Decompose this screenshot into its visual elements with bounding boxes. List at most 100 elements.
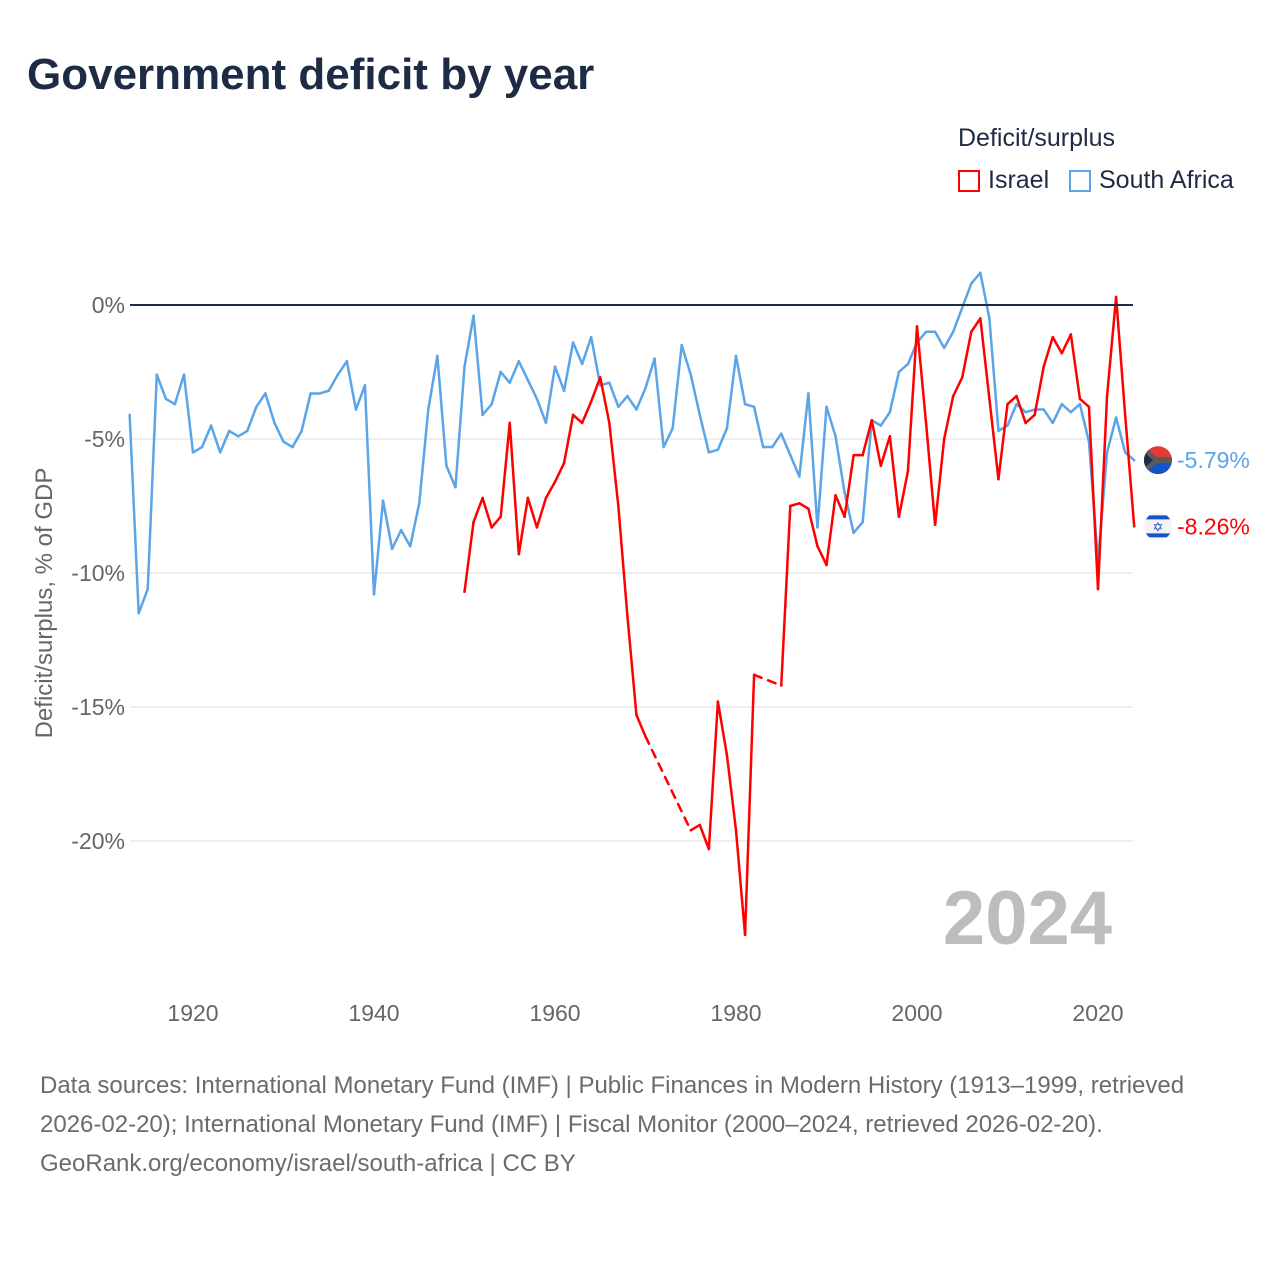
data-point-israel[interactable]	[915, 325, 919, 328]
data-point-south-africa[interactable]	[508, 381, 511, 384]
data-point-south-africa[interactable]	[1114, 416, 1118, 419]
data-point-israel[interactable]	[1105, 394, 1109, 398]
data-point-south-africa[interactable]	[680, 344, 683, 347]
data-point-israel[interactable]	[626, 614, 629, 618]
data-point-south-africa[interactable]	[689, 373, 692, 376]
data-point-south-africa[interactable]	[454, 486, 457, 489]
data-point-south-africa[interactable]	[725, 427, 729, 430]
data-point-south-africa[interactable]	[1069, 411, 1073, 414]
data-point-israel[interactable]	[743, 933, 747, 936]
data-point-south-africa[interactable]	[155, 373, 158, 376]
data-point-south-africa[interactable]	[427, 408, 430, 411]
data-point-israel[interactable]	[698, 823, 701, 827]
data-point-israel[interactable]	[1123, 413, 1127, 417]
data-point-israel[interactable]	[725, 754, 729, 757]
data-point-south-africa[interactable]	[237, 435, 240, 438]
data-point-israel[interactable]	[553, 480, 557, 484]
data-point-israel[interactable]	[834, 494, 837, 497]
data-point-israel[interactable]	[1006, 402, 1009, 406]
data-point-israel[interactable]	[689, 829, 692, 832]
data-point-israel[interactable]	[508, 421, 511, 425]
data-point-south-africa[interactable]	[255, 405, 258, 409]
data-point-south-africa[interactable]	[626, 394, 629, 398]
data-point-south-africa[interactable]	[798, 475, 801, 478]
data-point-israel[interactable]	[1033, 413, 1036, 417]
data-point-south-africa[interactable]	[164, 397, 168, 400]
data-point-israel[interactable]	[526, 496, 530, 500]
data-point-south-africa[interactable]	[761, 445, 765, 449]
data-point-south-africa[interactable]	[698, 413, 701, 417]
data-point-israel[interactable]	[988, 397, 991, 400]
data-point-israel[interactable]	[870, 419, 873, 422]
data-point-south-africa[interactable]	[1105, 451, 1109, 454]
data-point-south-africa[interactable]	[952, 330, 955, 333]
data-point-south-africa[interactable]	[273, 421, 276, 425]
data-point-israel[interactable]	[970, 330, 973, 333]
data-point-south-africa[interactable]	[481, 413, 484, 417]
data-point-south-africa[interactable]	[771, 445, 774, 449]
data-point-south-africa[interactable]	[653, 357, 656, 360]
data-point-south-africa[interactable]	[571, 341, 575, 344]
data-point-south-africa[interactable]	[445, 464, 448, 467]
data-point-south-africa[interactable]	[345, 360, 349, 363]
data-point-south-africa[interactable]	[291, 445, 294, 449]
data-point-south-africa[interactable]	[390, 547, 394, 551]
data-point-israel[interactable]	[608, 421, 611, 425]
data-point-israel[interactable]	[1069, 333, 1073, 336]
credit-link[interactable]: GeoRank.org/economy/israel/south-africa …	[40, 1150, 576, 1177]
data-point-israel[interactable]	[861, 453, 864, 457]
data-point-south-africa[interactable]	[128, 413, 131, 417]
data-point-south-africa[interactable]	[264, 392, 267, 395]
data-point-israel[interactable]	[906, 469, 910, 473]
data-point-israel[interactable]	[644, 735, 647, 738]
data-point-south-africa[interactable]	[182, 373, 186, 376]
data-point-israel[interactable]	[499, 515, 502, 518]
data-point-israel[interactable]	[571, 413, 575, 417]
data-point-south-africa[interactable]	[671, 427, 674, 430]
data-point-south-africa[interactable]	[553, 365, 557, 368]
data-point-south-africa[interactable]	[472, 314, 475, 317]
data-point-south-africa[interactable]	[517, 360, 520, 363]
data-point-south-africa[interactable]	[942, 346, 946, 350]
data-point-south-africa[interactable]	[716, 448, 720, 451]
data-point-israel[interactable]	[1060, 352, 1064, 355]
data-point-israel[interactable]	[716, 700, 720, 703]
data-point-israel[interactable]	[1024, 421, 1027, 425]
data-point-south-africa[interactable]	[1133, 458, 1136, 462]
data-point-south-africa[interactable]	[218, 451, 222, 454]
data-point-south-africa[interactable]	[816, 526, 819, 529]
data-point-israel[interactable]	[1042, 365, 1045, 368]
data-point-south-africa[interactable]	[200, 445, 204, 449]
data-point-south-africa[interactable]	[300, 429, 303, 433]
data-point-israel[interactable]	[843, 515, 846, 518]
data-point-israel[interactable]	[517, 553, 520, 556]
data-point-south-africa[interactable]	[888, 411, 892, 414]
data-point-israel[interactable]	[825, 563, 828, 567]
data-point-israel[interactable]	[942, 437, 946, 441]
data-point-israel[interactable]	[490, 526, 493, 529]
data-point-israel[interactable]	[780, 684, 783, 687]
data-point-south-africa[interactable]	[780, 432, 783, 435]
data-point-israel[interactable]	[599, 376, 602, 379]
data-point-south-africa[interactable]	[1078, 402, 1082, 406]
data-point-south-africa[interactable]	[544, 421, 548, 425]
data-point-south-africa[interactable]	[409, 545, 412, 548]
data-point-south-africa[interactable]	[399, 528, 403, 532]
data-point-israel[interactable]	[1133, 525, 1136, 528]
legend-item-israel[interactable]: Israel	[958, 166, 1049, 195]
data-point-south-africa[interactable]	[381, 499, 385, 502]
data-point-israel[interactable]	[734, 829, 738, 832]
data-point-south-africa[interactable]	[752, 405, 756, 409]
data-point-south-africa[interactable]	[146, 587, 149, 591]
data-point-israel[interactable]	[544, 496, 548, 500]
data-point-israel[interactable]	[635, 713, 638, 717]
data-point-israel[interactable]	[472, 520, 475, 524]
data-point-south-africa[interactable]	[418, 502, 421, 505]
data-point-south-africa[interactable]	[988, 317, 991, 320]
data-point-south-africa[interactable]	[707, 451, 711, 454]
data-point-israel[interactable]	[535, 526, 539, 529]
data-point-south-africa[interactable]	[1123, 451, 1127, 454]
data-point-israel[interactable]	[1015, 394, 1018, 398]
data-point-south-africa[interactable]	[282, 440, 285, 443]
data-point-south-africa[interactable]	[580, 362, 584, 366]
